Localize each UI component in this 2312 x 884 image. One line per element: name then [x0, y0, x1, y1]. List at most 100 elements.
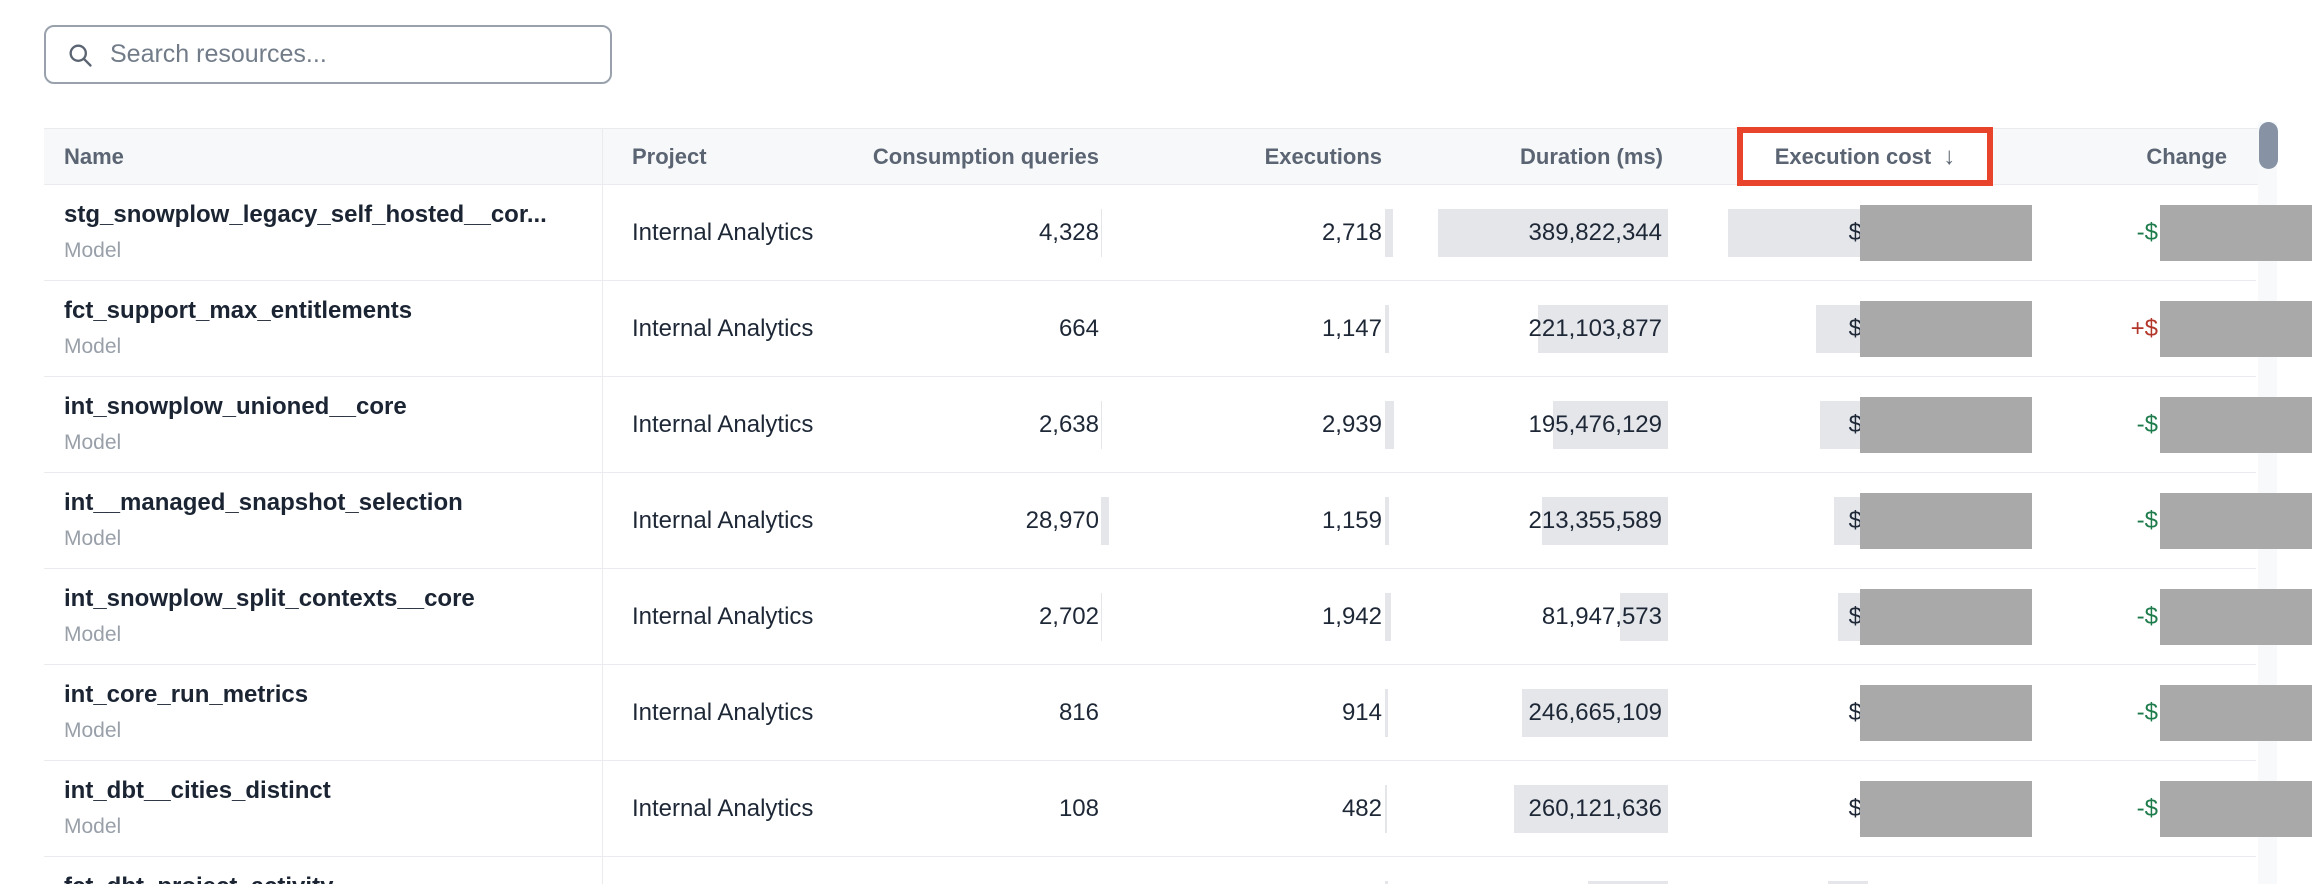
- resource-name: int_snowplow_unioned__core: [64, 393, 407, 420]
- executions-heatbar: [1385, 209, 1393, 257]
- change-redaction-block: [2160, 781, 2312, 837]
- column-header-duration[interactable]: Duration (ms): [1520, 143, 1663, 169]
- execution-cost-redaction-block: [1860, 397, 2032, 453]
- column-header-name[interactable]: Name: [64, 143, 124, 169]
- consumption-queries-cell: 2,638: [1038, 410, 1099, 438]
- executions-heatbar: [1385, 689, 1388, 737]
- execution-cost-dollar-prefix: $: [1848, 218, 1862, 246]
- duration-cell: 213,355,589: [1528, 506, 1662, 534]
- column-header-execution-cost: Execution cost: [1774, 143, 1932, 169]
- table-row[interactable]: fct_support_max_entitlements Model Inter…: [44, 281, 2312, 377]
- execution-cost-dollar-prefix: $: [1848, 794, 1862, 822]
- resource-type-label: Model: [64, 623, 122, 646]
- column-header-change[interactable]: Change: [2146, 143, 2227, 169]
- duration-heatrect: [1438, 209, 1668, 257]
- consumption-queries-cell: 108: [1058, 794, 1099, 822]
- duration-heatrect: [1522, 689, 1668, 737]
- consumption-queries-cell: 28,970: [1025, 506, 1099, 534]
- change-sign: +$: [2130, 314, 2158, 342]
- search-icon: [69, 44, 92, 67]
- execution-cost-redaction-block: [1860, 589, 2032, 645]
- consumption-queries-heatbar: [1101, 593, 1102, 641]
- consumption-queries-cell: 816: [1058, 698, 1099, 726]
- resource-name: int_core_run_metrics: [64, 681, 309, 708]
- change-redaction-block: [2160, 301, 2312, 357]
- execution-cost-heatrect: [1816, 305, 1868, 353]
- column-header-executions[interactable]: Executions: [1264, 143, 1382, 169]
- name-project-column-divider: [602, 128, 603, 884]
- resource-type-label: Model: [64, 239, 122, 262]
- consumption-queries-heatbar: [1101, 209, 1102, 257]
- change-redaction-block: [2160, 685, 2312, 741]
- execution-cost-heatrect: [1828, 881, 1868, 884]
- column-header-consumption-queries[interactable]: Consumption queries: [872, 143, 1099, 169]
- change-redaction-block: [2160, 397, 2312, 453]
- table-row[interactable]: int__managed_snapshot_selection Model In…: [44, 473, 2312, 569]
- project-cell: Internal Analytics: [632, 602, 814, 630]
- executions-heatbar: [1385, 305, 1389, 353]
- change-sign: -$: [2136, 410, 2158, 438]
- execution-cost-highlight-box[interactable]: Execution cost ↓: [1737, 127, 1993, 186]
- execution-cost-redaction-block: [1860, 493, 2032, 549]
- duration-heatrect: [1620, 593, 1668, 641]
- change-sign: -$: [2136, 602, 2158, 630]
- table-row[interactable]: int_snowplow_unioned__core Model Interna…: [44, 377, 2312, 473]
- change-sign: -$: [2136, 506, 2158, 534]
- executions-heatbar: [1385, 497, 1389, 545]
- duration-cell: 389,822,344: [1528, 218, 1662, 246]
- executions-cell: 914: [1341, 698, 1382, 726]
- change-redaction-block: [2160, 589, 2312, 645]
- table-row[interactable]: fct_dbt_project_activity Model Internal …: [44, 857, 2256, 884]
- resource-type-label: Model: [64, 527, 122, 550]
- duration-heatrect: [1538, 305, 1668, 353]
- execution-cost-dollar-prefix: $: [1848, 410, 1862, 438]
- duration-heatrect: [1553, 401, 1668, 449]
- executions-heatbar: [1385, 881, 1388, 884]
- resource-name: int_dbt__cities_distinct: [64, 777, 331, 804]
- consumption-queries-heatbar: [1101, 497, 1109, 545]
- search-box[interactable]: [44, 25, 612, 84]
- resource-type-label: Model: [64, 335, 122, 358]
- resource-name: int__managed_snapshot_selection: [64, 489, 463, 516]
- consumption-queries-cell: 664: [1058, 314, 1099, 342]
- duration-heatrect: [1542, 497, 1668, 545]
- project-cell: Internal Analytics: [632, 794, 814, 822]
- execution-cost-dollar-prefix: $: [1848, 698, 1862, 726]
- project-cell: Internal Analytics: [632, 314, 814, 342]
- consumption-queries-heatbar: [1101, 401, 1102, 449]
- duration-heatrect: [1514, 785, 1668, 833]
- resource-name: fct_dbt_project_activity: [64, 873, 333, 884]
- project-cell: Internal Analytics: [632, 218, 814, 246]
- change-redaction-block: [2160, 493, 2312, 549]
- table-body: stg_snowplow_legacy_self_hosted__cor... …: [44, 185, 2312, 884]
- resource-type-label: Model: [64, 719, 122, 742]
- executions-heatbar: [1385, 401, 1394, 449]
- scrollbar-thumb[interactable]: [2259, 122, 2278, 169]
- executions-cell: 1,942: [1321, 602, 1382, 630]
- executions-cell: 1,159: [1321, 506, 1382, 534]
- change-redaction-block: [2160, 205, 2312, 261]
- table-row[interactable]: int_dbt__cities_distinct Model Internal …: [44, 761, 2312, 857]
- execution-cost-redaction-block: [1860, 781, 2032, 837]
- execution-cost-dollar-prefix: $: [1848, 314, 1862, 342]
- search-input[interactable]: [110, 40, 590, 69]
- consumption-queries-cell: 2,702: [1038, 602, 1099, 630]
- project-cell: Internal Analytics: [632, 698, 814, 726]
- execution-cost-dollar-prefix: $: [1848, 506, 1862, 534]
- table-row[interactable]: stg_snowplow_legacy_self_hosted__cor... …: [44, 185, 2312, 281]
- duration-cell: 195,476,129: [1528, 410, 1662, 438]
- executions-heatbar: [1385, 785, 1387, 833]
- executions-cell: 2,939: [1321, 410, 1382, 438]
- execution-cost-dollar-prefix: $: [1848, 602, 1862, 630]
- resource-name: int_snowplow_split_contexts__core: [64, 585, 475, 612]
- execution-cost-redaction-block: [1860, 205, 2032, 261]
- table-row[interactable]: int_core_run_metrics Model Internal Anal…: [44, 665, 2312, 761]
- duration-heatrect: [1588, 881, 1668, 884]
- table-row[interactable]: int_snowplow_split_contexts__core Model …: [44, 569, 2312, 665]
- column-header-project[interactable]: Project: [632, 143, 707, 169]
- duration-cell: 81,947,573: [1541, 602, 1662, 630]
- sort-desc-arrow-icon: ↓: [1943, 142, 1956, 170]
- change-sign: -$: [2136, 794, 2158, 822]
- duration-cell: 260,121,636: [1528, 794, 1662, 822]
